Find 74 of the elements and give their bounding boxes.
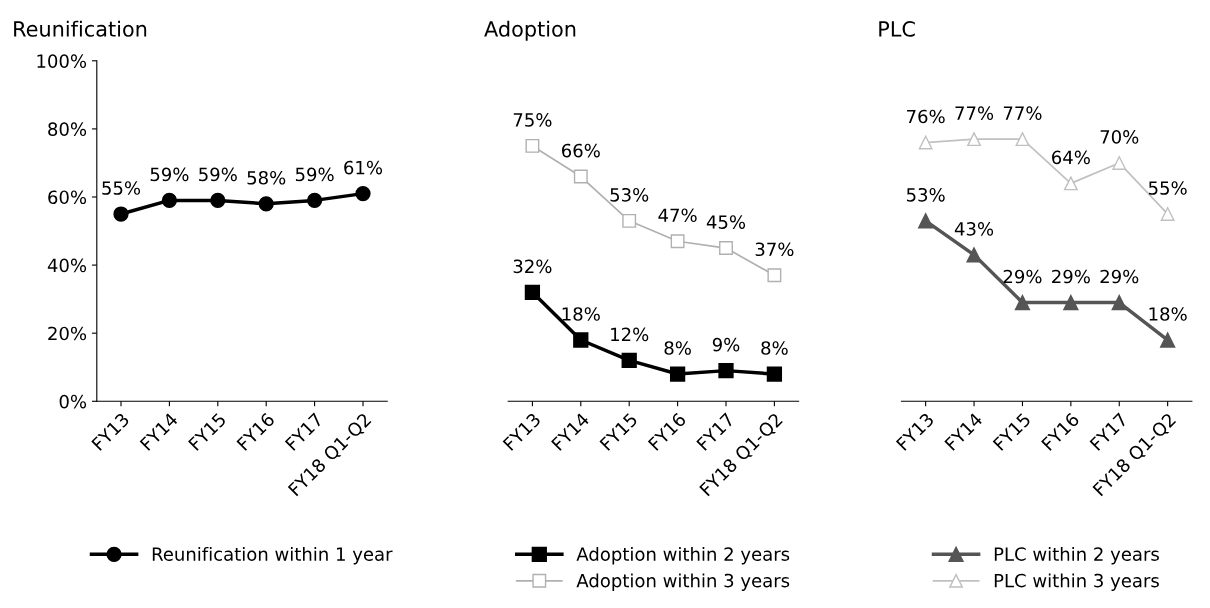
point	[1160, 332, 1176, 348]
y-tick-label: 100%	[37, 54, 87, 68]
point	[1111, 294, 1127, 311]
point	[767, 268, 782, 283]
data-label: 58%	[247, 170, 286, 185]
data-label: 8%	[761, 341, 788, 355]
data-label: 70%	[1100, 130, 1139, 144]
point	[355, 185, 371, 202]
y-tick-label: 60%	[48, 190, 87, 205]
y-tick-label: 20%	[48, 326, 87, 341]
data-label: 55%	[102, 181, 141, 195]
point	[669, 366, 686, 382]
data-label: 59%	[199, 167, 237, 182]
point	[918, 213, 934, 229]
legend-label: Adoption within 3 years	[576, 573, 790, 591]
point	[622, 213, 637, 228]
point	[1063, 294, 1079, 311]
chart-title: Adoption	[484, 20, 576, 41]
data-label: 61%	[344, 160, 383, 175]
data-label: 55%	[1148, 181, 1187, 195]
point	[161, 192, 178, 209]
data-label: 29%	[1052, 269, 1090, 284]
data-label: 18%	[1149, 307, 1187, 321]
data-label: 47%	[658, 208, 697, 223]
data-label: 77%	[955, 106, 994, 120]
data-label: 53%	[610, 187, 649, 202]
chart-title: PLC	[879, 21, 915, 37]
legend-label: Reunification within 1 year	[152, 546, 393, 565]
point	[113, 206, 129, 222]
point	[1014, 294, 1031, 311]
point	[524, 284, 541, 300]
point	[966, 247, 982, 263]
point	[766, 366, 783, 382]
point	[918, 135, 933, 150]
data-label: 53%	[906, 187, 945, 202]
data-label: 59%	[295, 167, 334, 182]
data-label: 9%	[712, 337, 740, 352]
point	[1015, 132, 1030, 147]
data-label: 32%	[513, 259, 552, 274]
point	[621, 352, 637, 369]
legend-label: PLC within 3 years	[994, 573, 1159, 591]
data-label: 29%	[1100, 269, 1139, 284]
y-tick-label: 40%	[47, 258, 87, 273]
data-label: 37%	[755, 242, 794, 257]
point	[718, 362, 734, 379]
data-label: 76%	[907, 109, 945, 124]
data-label: 77%	[1003, 106, 1042, 120]
legend-label: PLC within 2 years	[994, 546, 1159, 565]
point	[670, 234, 685, 249]
point	[210, 192, 226, 209]
data-label: 66%	[562, 143, 600, 158]
point	[1160, 207, 1175, 221]
data-label: 45%	[706, 215, 746, 229]
data-label: 18%	[562, 307, 600, 321]
point	[306, 192, 323, 209]
chart-title: Reunification	[14, 20, 147, 37]
data-label: 29%	[1003, 269, 1042, 284]
data-label: 59%	[150, 167, 189, 182]
point	[525, 138, 540, 153]
y-tick-label: 80%	[48, 122, 87, 137]
point	[967, 132, 981, 147]
point	[573, 169, 588, 184]
point	[1063, 176, 1078, 191]
data-label: 43%	[954, 222, 994, 236]
data-label: 12%	[611, 327, 649, 342]
data-label: 64%	[1052, 150, 1090, 165]
legend-label: Adoption within 2 years	[576, 546, 790, 565]
point	[573, 332, 589, 348]
y-tick-label: 0%	[59, 394, 87, 409]
data-label: 8%	[664, 341, 691, 355]
point	[1112, 155, 1127, 170]
point	[258, 196, 274, 212]
data-label: 75%	[513, 113, 552, 127]
point	[719, 241, 733, 256]
